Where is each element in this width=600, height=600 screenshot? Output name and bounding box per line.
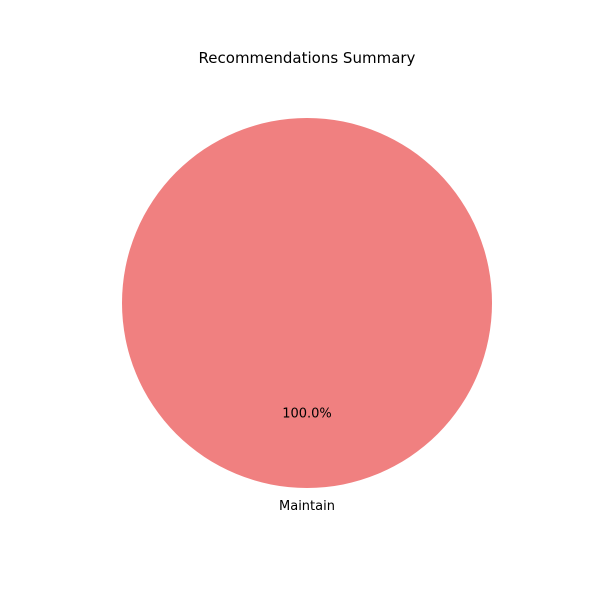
pie-slice-maintain	[122, 118, 492, 488]
chart-title: Recommendations Summary	[199, 49, 416, 67]
slice-percent-label: 100.0%	[282, 407, 332, 422]
pie-labels: Maintain 100.0%	[279, 407, 335, 515]
slice-category-label: Maintain	[279, 499, 335, 514]
pie-slices	[122, 118, 492, 488]
